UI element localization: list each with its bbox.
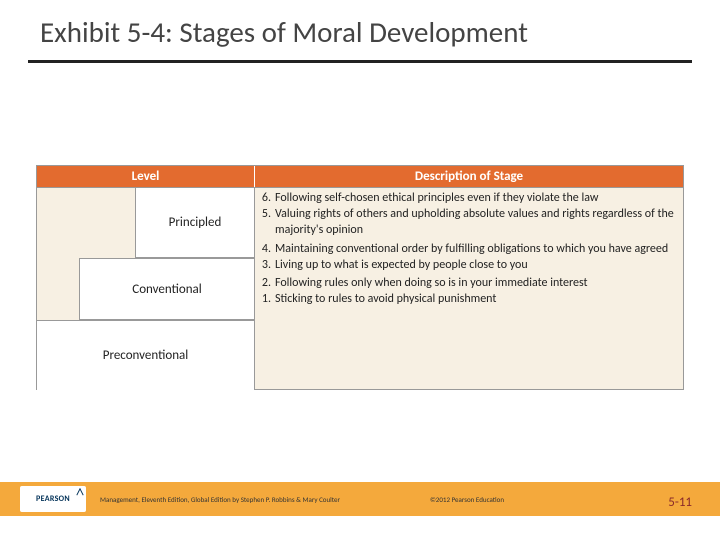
- stage-3: 3. Living up to what is expected by peop…: [255, 257, 685, 273]
- pearson-logo: PEARSON: [20, 486, 86, 512]
- group-principled: 6. Following self-chosen ethical princip…: [255, 188, 685, 239]
- stage-num: 1.: [259, 291, 275, 307]
- level-principled: Principled: [135, 188, 255, 258]
- stages-table: Level Description of Stage Principled Co…: [36, 165, 684, 390]
- footer-copyright: ©2012 Pearson Education: [430, 495, 504, 504]
- logo-mark-icon: [76, 488, 84, 496]
- stage-num: 5.: [259, 206, 275, 238]
- stage-num: 2.: [259, 275, 275, 291]
- description-column: 6. Following self-chosen ethical princip…: [255, 188, 685, 307]
- group-conventional: 4. Maintaining conventional order by ful…: [255, 239, 685, 273]
- stage-text: Living up to what is expected by people …: [275, 257, 685, 273]
- table-body: Principled Conventional Preconventional …: [36, 188, 684, 390]
- stage-text: Following self-chosen ethical principles…: [275, 190, 685, 206]
- stage-text: Valuing rights of others and upholding a…: [275, 206, 685, 238]
- header-description: Description of Stage: [255, 166, 683, 187]
- stage-num: 3.: [259, 257, 275, 273]
- group-preconventional: 2. Following rules only when doing so is…: [255, 273, 685, 307]
- stage-num: 6.: [259, 190, 275, 206]
- level-preconventional: Preconventional: [36, 320, 255, 390]
- stage-text: Following rules only when doing so is in…: [275, 275, 685, 291]
- stage-num: 4.: [259, 241, 275, 257]
- stage-5: 5. Valuing rights of others and upholdin…: [255, 206, 685, 238]
- level-conventional: Conventional: [79, 258, 255, 320]
- title-rule: [28, 60, 692, 63]
- table-header-row: Level Description of Stage: [36, 165, 684, 188]
- footer-bar: PEARSON Management, Eleventh Edition, Gl…: [0, 482, 720, 516]
- page-number: 5-11: [668, 495, 692, 510]
- stage-text: Maintaining conventional order by fulfil…: [275, 241, 685, 257]
- stage-2: 2. Following rules only when doing so is…: [255, 275, 685, 291]
- footer-credits: Management, Eleventh Edition, Global Edi…: [100, 495, 340, 504]
- stage-1: 1. Sticking to rules to avoid physical p…: [255, 291, 685, 307]
- stage-6: 6. Following self-chosen ethical princip…: [255, 190, 685, 206]
- logo-text: PEARSON: [36, 494, 70, 504]
- slide: Exhibit 5-4: Stages of Moral Development…: [0, 0, 720, 540]
- stage-4: 4. Maintaining conventional order by ful…: [255, 241, 685, 257]
- header-level: Level: [37, 166, 255, 187]
- slide-title: Exhibit 5-4: Stages of Moral Development: [0, 0, 720, 50]
- stage-text: Sticking to rules to avoid physical puni…: [275, 291, 685, 307]
